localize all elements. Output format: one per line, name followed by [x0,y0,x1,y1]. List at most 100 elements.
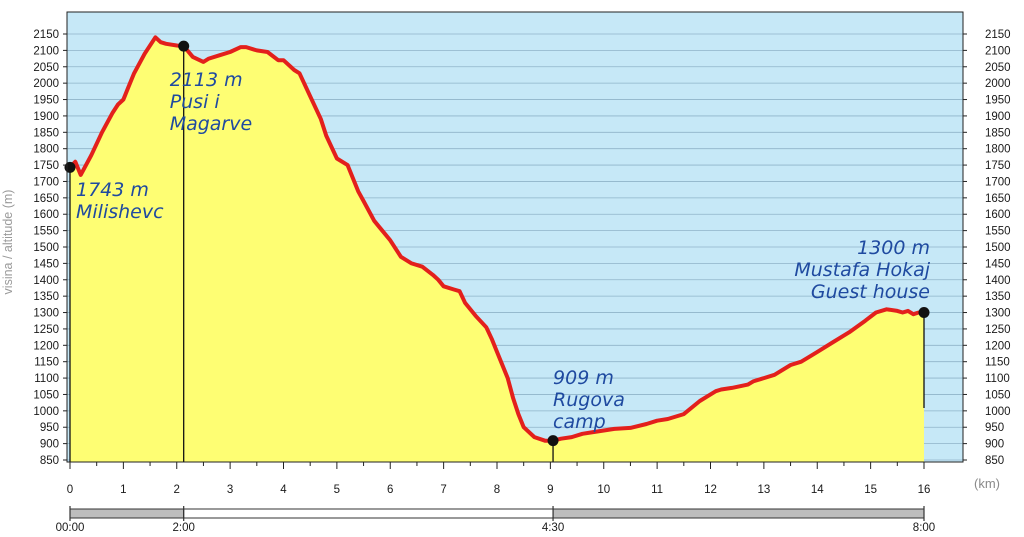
y-tick-label: 1050 [33,389,59,401]
x-axis-unit: (km) [974,476,1000,491]
y-tick-label: 1400 [33,275,59,287]
y-tick-label: 1950 [985,95,1011,107]
y-tick-label: 1800 [33,144,59,156]
y-tick-label: 1000 [985,406,1011,418]
waypoint-label-line: camp [553,411,606,433]
y-tick-label: 1900 [33,111,59,123]
elevation-area [70,37,924,463]
waypoint-label-line: 909 m [553,367,614,389]
waypoint-label-line: Rugova [553,389,625,411]
y-tick-label: 1650 [33,193,59,205]
waypoint-label: 2113 m Pusi i Magarve [170,69,253,135]
timeline-label: 4:30 [542,522,564,534]
y-tick-label: 1150 [34,357,59,369]
y-tick-label: 1750 [985,160,1011,172]
y-tick-label: 1600 [985,209,1011,221]
y-tick-label: 1350 [985,291,1011,303]
waypoint-label-line: 1743 m [76,179,149,201]
x-tick-label: 3 [227,484,233,496]
y-tick-label: 1650 [985,193,1011,205]
y-tick-label: 950 [985,422,1004,434]
y-tick-label: 1450 [33,258,59,270]
x-tick-label: 16 [918,484,931,496]
time-timeline: 00:00 2:00 4:30 8:00 [56,506,935,534]
timeline-segment [183,508,554,519]
waypoint-label-line: 1300 m [857,237,930,259]
y-tick-label: 2000 [33,78,59,90]
waypoint-label: 1743 m Milishevc [76,179,164,223]
y-tick-label: 950 [40,422,59,434]
timeline-segment [69,508,185,519]
y-tick-label: 850 [40,455,59,467]
y-axis-right: 850 900 950 1000 1050 1100 1150 1200 1250 1300 135… [962,12,1011,467]
waypoint-label-line: Magarve [170,113,253,135]
y-tick-label: 1950 [33,95,59,107]
x-tick-label: 15 [864,484,877,496]
waypoint-marker [178,40,190,52]
y-tick-label: 1100 [34,373,59,385]
x-tick-label: 5 [334,484,340,496]
waypoint-marker [64,161,76,173]
y-tick-label: 1700 [33,176,59,188]
y-tick-label: 1400 [985,275,1011,287]
x-tick-label: 4 [280,484,287,496]
waypoint-label: 1300 m Mustafa Hokaj Guest house [794,237,930,303]
x-axis: 0 1 2 3 4 5 6 7 8 9 10 11 12 13 14 15 16 [67,461,963,496]
y-tick-label: 1500 [33,242,59,254]
x-tick-label: 14 [811,484,824,496]
waypoint-label-line: Pusi i [170,91,221,113]
y-tick-label: 2150 [985,29,1011,41]
waypoint-label-line: Milishevc [76,201,164,223]
y-tick-label: 850 [985,455,1004,467]
x-tick-label: 7 [440,484,446,496]
waypoint-markers [64,40,930,447]
y-tick-label: 1300 [33,308,59,320]
y-tick-label: 1700 [985,176,1011,188]
y-tick-label: 900 [985,439,1004,451]
x-tick-label: 6 [387,484,393,496]
y-tick-label: 1550 [33,226,59,238]
waypoint-label-line: Mustafa Hokaj [794,259,930,281]
x-tick-label: 2 [174,484,180,496]
y-tick-label: 1350 [33,291,59,303]
waypoint-marker [918,307,930,319]
y-tick-label: 2050 [985,62,1011,74]
waypoint-label: 909 m Rugova camp [553,367,625,433]
y-tick-label: 1200 [985,340,1011,352]
y-tick-label: 1850 [985,127,1011,139]
timeline-label: 8:00 [913,522,935,534]
y-tick-label: 1050 [985,389,1011,401]
y-tick-label: 1100 [985,373,1010,385]
y-tick-label: 1450 [985,258,1011,270]
y-tick-label: 900 [40,439,59,451]
y-tick-label: 1600 [33,209,59,221]
x-tick-label: 13 [757,484,770,496]
x-tick-label: 9 [547,484,553,496]
waypoint-label-line: 2113 m [170,69,243,91]
y-tick-label: 1550 [985,226,1011,238]
y-tick-label: 1200 [33,340,59,352]
waypoint-marker [547,435,559,447]
y-tick-label: 2050 [33,62,59,74]
marker-drop-lines [69,46,925,462]
y-tick-label: 1300 [985,308,1011,320]
y-tick-label: 1500 [985,242,1011,254]
y-tick-label: 2100 [985,45,1011,57]
waypoint-label-line: Guest house [811,281,930,303]
y-tick-label: 1150 [985,357,1010,369]
y-tick-label: 2150 [33,29,59,41]
x-tick-label: 11 [651,484,663,496]
y-tick-label: 1800 [985,144,1011,156]
x-tick-label: 0 [67,484,73,496]
y-tick-label: 2000 [985,78,1011,90]
y-tick-label: 1900 [985,111,1011,123]
y-axis-left: 850 900 950 1000 1050 1100 1150 1200 1250 1300 135… [33,12,68,467]
x-tick-label: 1 [120,484,126,496]
y-tick-label: 1850 [33,127,59,139]
y-tick-label: 1750 [33,160,59,172]
x-tick-label: 8 [494,484,500,496]
timeline-label: 00:00 [56,522,85,534]
timeline-segment [552,508,925,519]
